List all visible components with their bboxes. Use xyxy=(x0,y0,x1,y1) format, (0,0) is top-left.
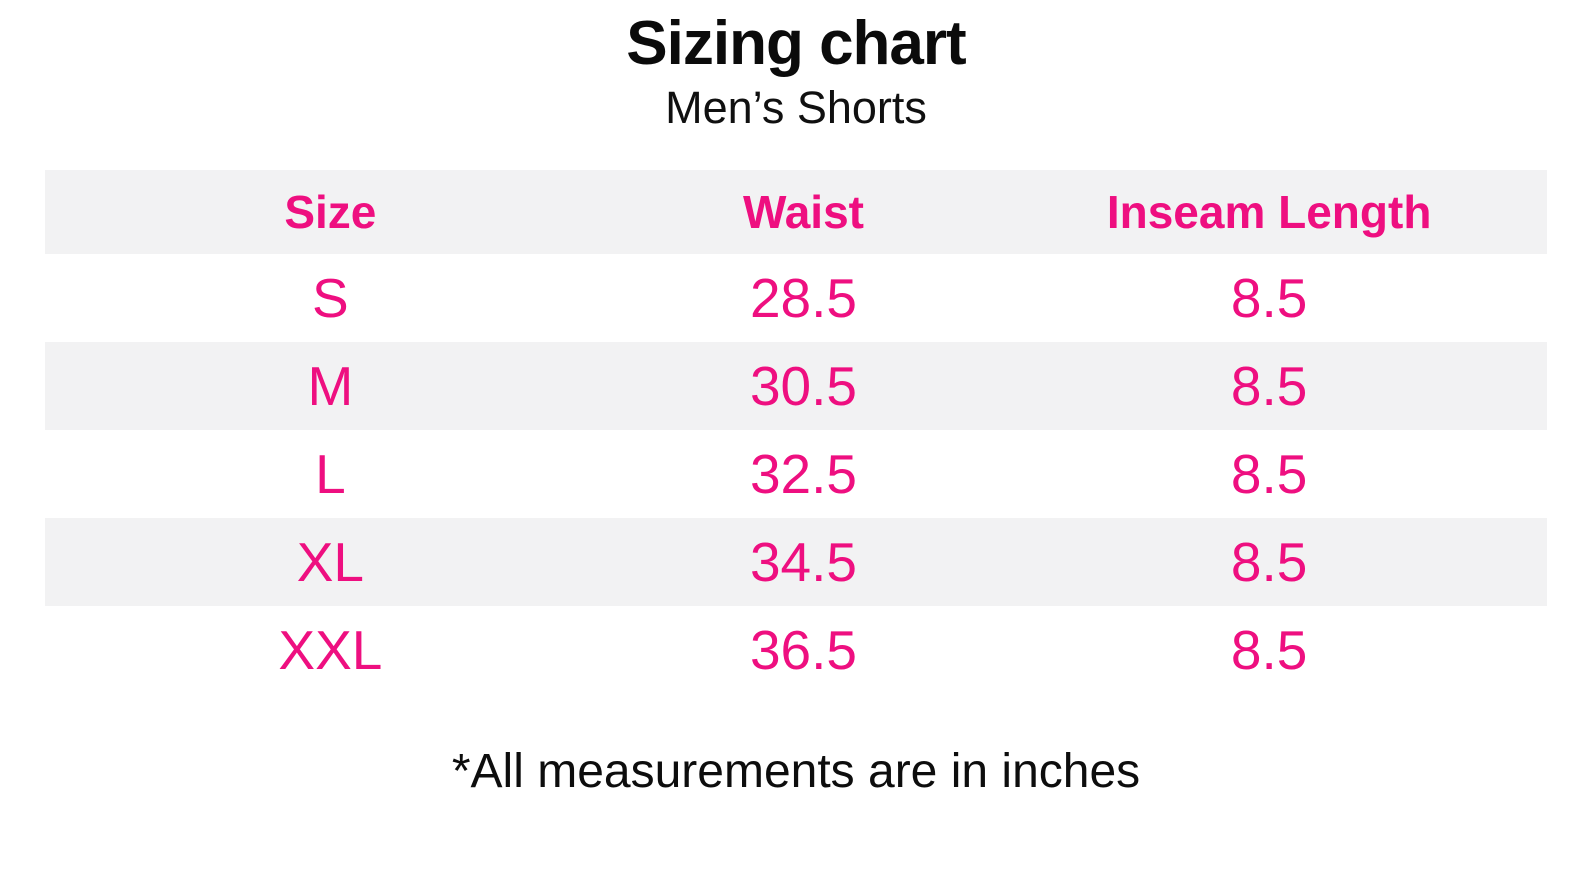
size-value: S xyxy=(312,266,349,329)
table-row-xl: XL 34.5 8.5 xyxy=(45,517,1547,606)
size-value: L xyxy=(315,442,346,505)
table-row-xxl: XXL 36.5 8.5 xyxy=(45,605,1547,694)
waist-value: 34.5 xyxy=(749,530,858,593)
column-header-inseam-length: Inseam Length xyxy=(1106,185,1432,238)
inseam-value: 8.5 xyxy=(1230,530,1308,593)
inseam-value: 8.5 xyxy=(1230,354,1308,417)
waist-value: 32.5 xyxy=(749,442,858,505)
table-row-l: L 32.5 8.5 xyxy=(45,429,1547,518)
table-row-s: S 28.5 8.5 xyxy=(45,253,1547,342)
size-value: XL xyxy=(296,530,365,593)
page-subtitle: Men’s Shorts xyxy=(665,82,927,134)
waist-value: 30.5 xyxy=(749,354,858,417)
column-header-waist: Waist xyxy=(743,185,864,238)
table-row-m: M 30.5 8.5 xyxy=(45,341,1547,430)
measurements-footnote: *All measurements are in inches xyxy=(451,744,1141,798)
sizing-table: Size Waist Inseam Length S 28.5 8.5 M 30… xyxy=(45,169,1547,694)
table-header-row: Size Waist Inseam Length xyxy=(45,169,1547,254)
waist-value: 28.5 xyxy=(749,266,858,329)
inseam-value: 8.5 xyxy=(1230,442,1308,505)
column-header-size: Size xyxy=(284,185,377,238)
size-value: M xyxy=(307,354,354,417)
inseam-value: 8.5 xyxy=(1230,618,1308,681)
page-title: Sizing chart xyxy=(626,9,966,78)
waist-value: 36.5 xyxy=(749,618,858,681)
size-value: XXL xyxy=(278,618,383,681)
inseam-value: 8.5 xyxy=(1230,266,1308,329)
